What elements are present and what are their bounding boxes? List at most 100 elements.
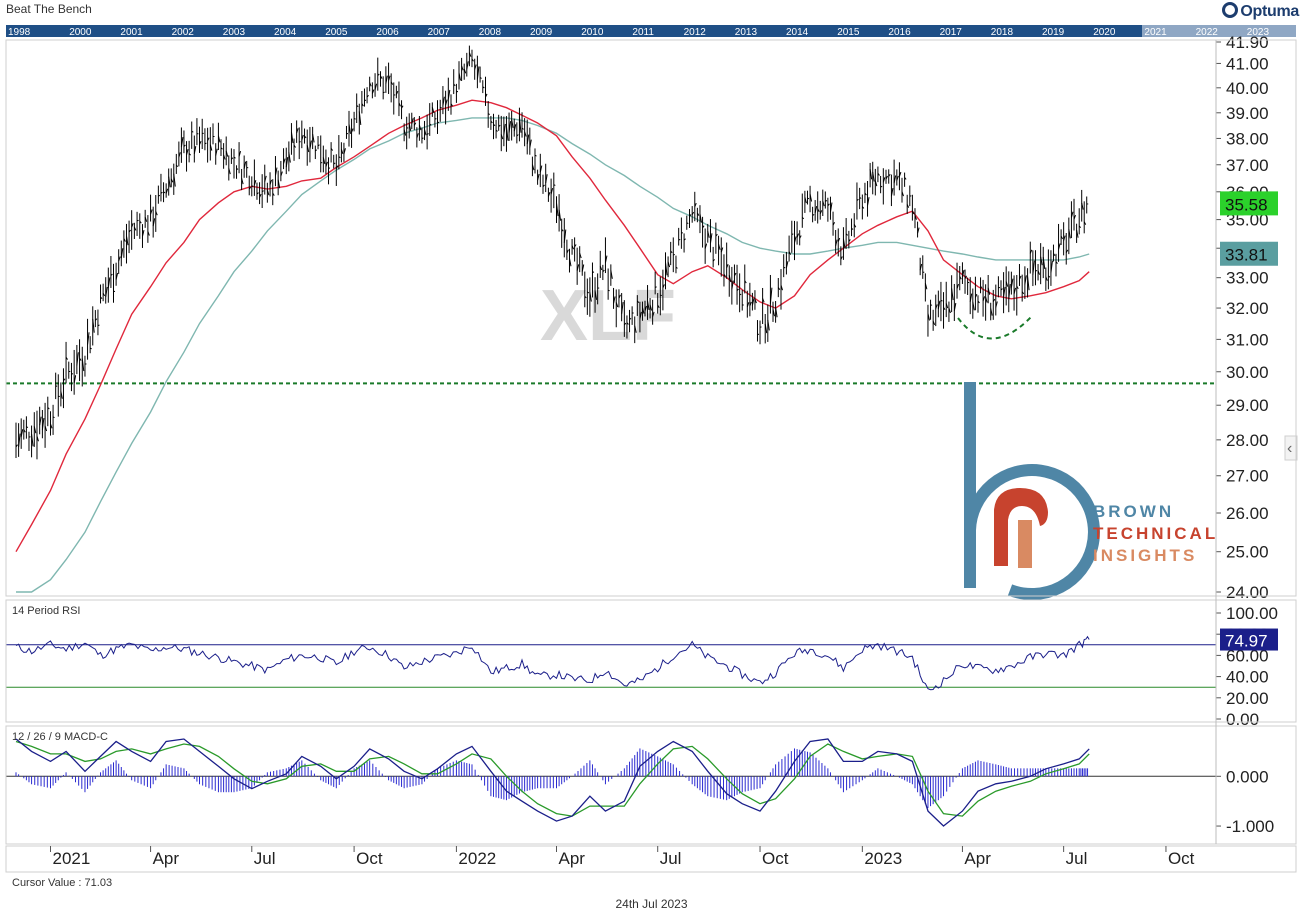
price-bar-close — [215, 148, 218, 156]
price-bar-close — [917, 227, 920, 234]
rsi-tick-label: 40.00 — [1226, 668, 1269, 687]
price-bar-close — [675, 266, 678, 269]
price-bar-close — [380, 75, 383, 79]
price-tick-label: 27.00 — [1226, 467, 1269, 486]
price-bar-close — [845, 233, 849, 236]
chart-date: 24th Jul 2023 — [615, 897, 688, 911]
price-bar-close — [231, 157, 234, 160]
price-bar-close — [1035, 270, 1038, 272]
price-bar-close — [953, 302, 957, 311]
price-bar-close — [576, 264, 580, 271]
price-bar-close — [707, 231, 710, 238]
price-bar-close — [431, 107, 435, 113]
price-bar-close — [885, 175, 888, 180]
price-bar-close — [474, 64, 477, 70]
price-bar-close — [81, 358, 85, 372]
price-bar-close — [317, 144, 320, 147]
price-bar-close — [749, 301, 752, 307]
macd-tick-label: 0.000 — [1226, 767, 1269, 786]
price-bar-close — [207, 137, 210, 141]
rsi-tick-label: 100.00 — [1226, 604, 1278, 623]
price-bar-close — [604, 255, 608, 263]
price-bar-close — [814, 206, 818, 214]
price-bar-close — [861, 206, 865, 209]
price-bar-close — [822, 201, 825, 207]
macd-signal-line — [15, 740, 1090, 817]
price-bar-close — [343, 148, 346, 155]
price-bar-close — [100, 296, 103, 300]
price-bar-close — [147, 231, 150, 236]
price-bar-close — [223, 154, 226, 160]
price-bar-close — [775, 307, 778, 318]
last-price-label: 35.58 — [1225, 195, 1268, 214]
price-bar-close — [1058, 243, 1061, 250]
price-bar-close — [398, 102, 401, 107]
price-bar-close — [987, 287, 991, 295]
price-bar-close — [288, 152, 291, 163]
price-bar-close — [762, 298, 765, 303]
price-bar-close — [358, 111, 362, 126]
price-bar-close — [505, 126, 509, 141]
price-tick-label: 33.00 — [1226, 269, 1269, 288]
price-bar-close — [351, 128, 354, 133]
price-bar-close — [1019, 275, 1022, 280]
price-bar-close — [31, 434, 34, 447]
scroll-handle[interactable] — [1284, 435, 1298, 461]
price-bar-close — [199, 140, 202, 145]
logo-text-insights: INSIGHTS — [1093, 546, 1197, 565]
price-bar-close — [972, 301, 975, 311]
ma-value-badge — [1220, 241, 1278, 266]
price-bar-close — [518, 116, 522, 133]
price-bar-close — [125, 235, 129, 246]
price-bar-close — [990, 308, 993, 316]
price-bar-close — [589, 291, 592, 302]
price-bar-close — [55, 385, 58, 388]
price-bar-close — [498, 124, 501, 127]
price-bar-close — [629, 317, 632, 320]
price-bar-close — [490, 120, 493, 124]
price-bar-close — [322, 157, 326, 165]
year-label: 2014 — [786, 27, 809, 38]
rsi-line — [15, 635, 1090, 691]
price-bar-close — [516, 134, 519, 137]
price-bar-close — [764, 323, 768, 334]
price-tick-label: 32.00 — [1226, 299, 1269, 318]
x-tick-label: Apr — [559, 849, 586, 868]
year-bar-visible-range — [1142, 25, 1296, 37]
price-bar-close — [739, 293, 742, 296]
macd-histogram — [15, 748, 1089, 809]
brown-technical-insights-logo: BROWN TECHNICAL INSIGHTS — [964, 382, 1215, 600]
x-tick-label: Oct — [762, 849, 789, 868]
price-bar-close — [780, 284, 783, 291]
price-bar-close — [155, 211, 158, 216]
price-bar-close — [980, 286, 983, 289]
price-bar-close — [508, 121, 512, 133]
macd-panel-frame — [5, 725, 1297, 845]
year-label: 2004 — [274, 27, 297, 38]
price-bar-close — [1032, 260, 1035, 275]
price-bar-close — [236, 168, 239, 171]
year-label: 2000 — [69, 27, 92, 38]
price-bar-close — [92, 318, 95, 333]
price-bar-close — [456, 90, 459, 93]
price-bar-close — [657, 304, 660, 309]
year-navigator-bar[interactable]: 1998 2000 2001 2002 2003 2004 2005 2006 2007 2008… — [6, 25, 1296, 38]
price-bar-close — [723, 273, 726, 277]
price-bar-close — [772, 308, 775, 317]
price-tick-label: 37.00 — [1226, 156, 1269, 175]
price-bar-close — [1060, 235, 1064, 240]
price-bar-close — [296, 128, 299, 134]
price-bar-close — [896, 175, 899, 181]
price-bar-close — [670, 250, 673, 254]
price-bar-close — [872, 171, 875, 182]
cursor-value: Cursor Value : 71.03 — [12, 877, 113, 889]
price-bar-close — [264, 175, 267, 182]
price-bar-close — [1016, 285, 1019, 290]
logo-text-brown: BROWN — [1093, 502, 1174, 521]
logo-stem-shape — [964, 382, 976, 588]
price-tick-label: 40.00 — [1226, 79, 1269, 98]
price-bar-close — [574, 244, 577, 247]
price-bar-close — [985, 296, 988, 303]
optuma-logo-icon — [1222, 2, 1239, 18]
price-bar-close — [644, 305, 647, 312]
